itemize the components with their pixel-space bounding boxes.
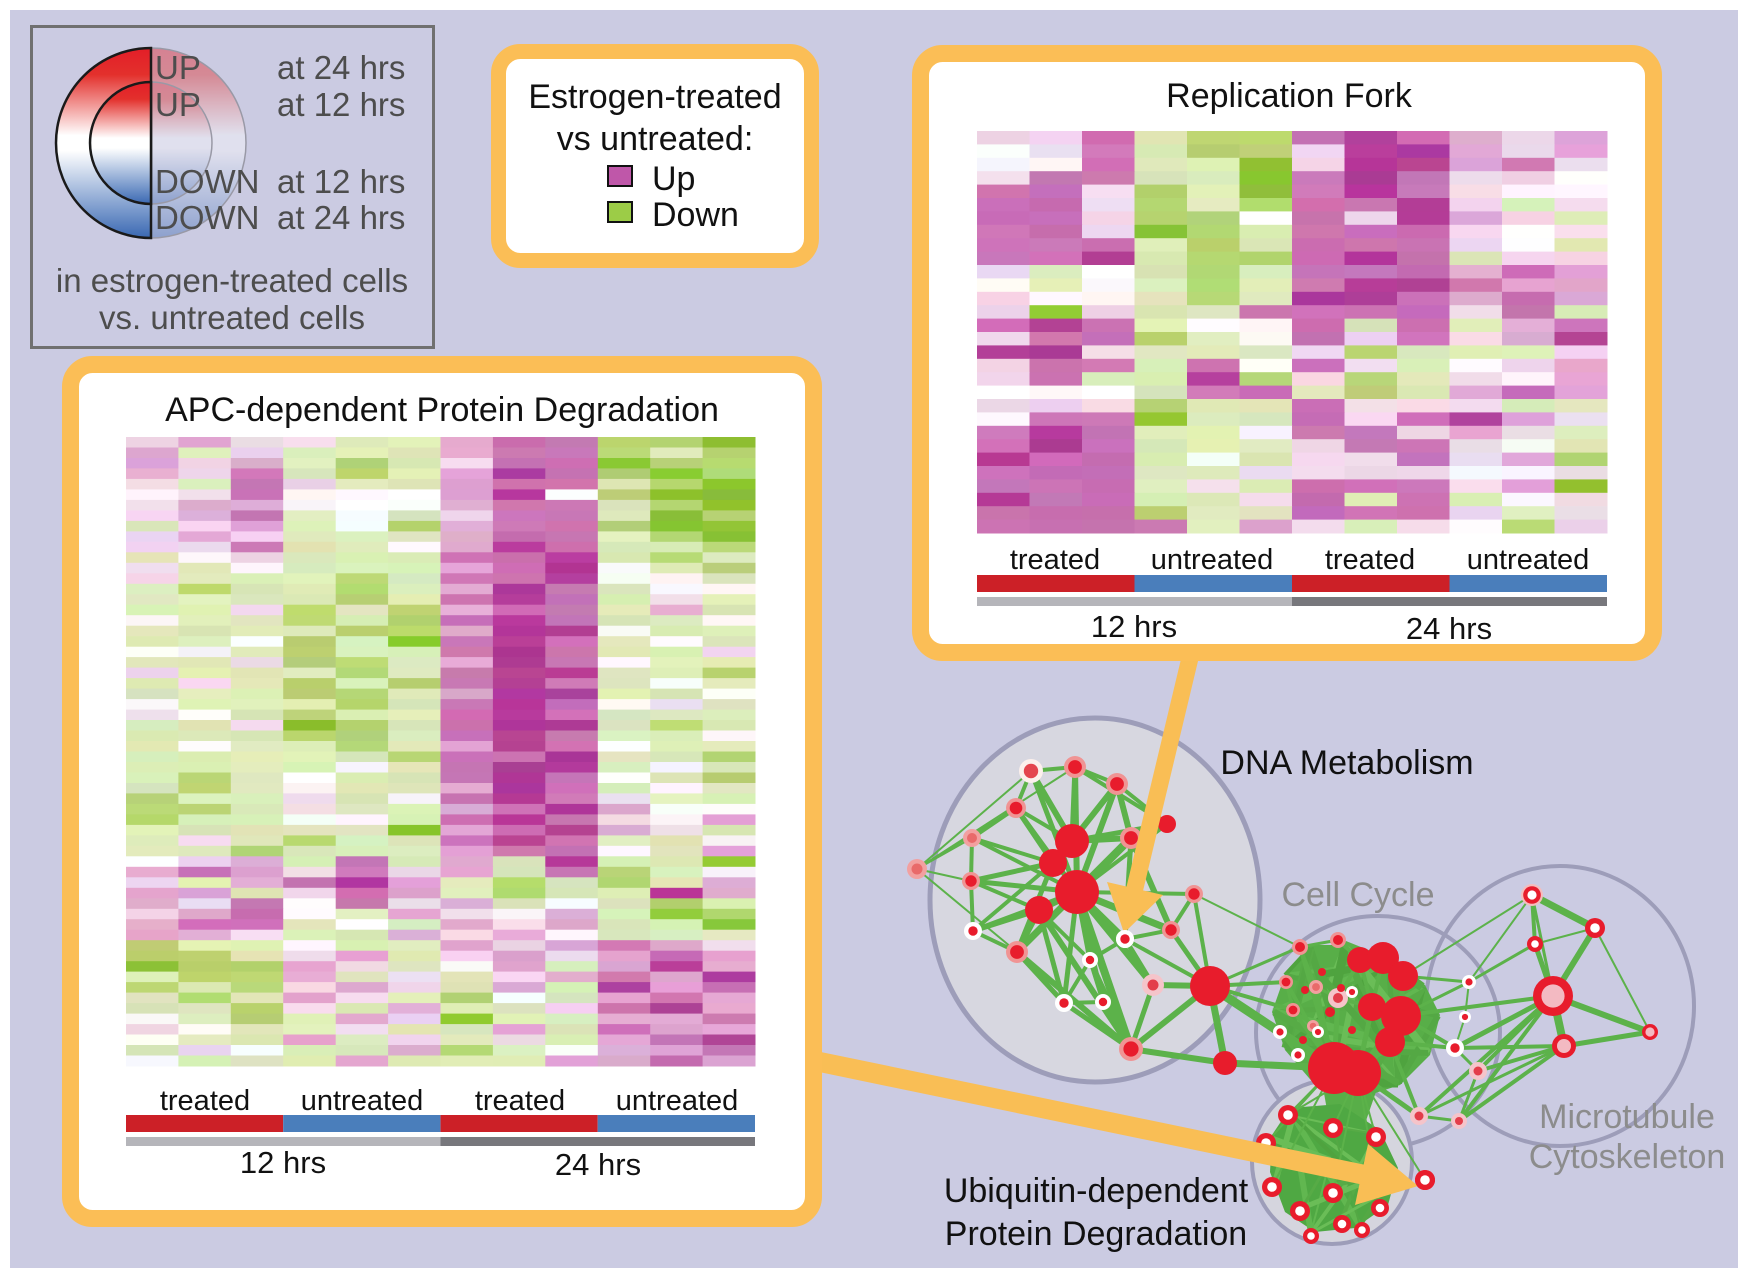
svg-text:untreated: untreated — [1151, 544, 1274, 576]
svg-text:Cytoskeleton: Cytoskeleton — [1529, 1138, 1726, 1176]
svg-text:treated: treated — [1325, 544, 1415, 576]
svg-text:in estrogen-treated cells: in estrogen-treated cells — [56, 262, 408, 299]
svg-text:12 hrs: 12 hrs — [240, 1145, 326, 1180]
svg-text:DOWN: DOWN — [155, 199, 259, 236]
svg-text:UP: UP — [155, 49, 201, 86]
svg-text:vs untreated:: vs untreated: — [557, 120, 754, 158]
svg-text:UP: UP — [155, 86, 201, 123]
svg-text:untreated: untreated — [301, 1085, 424, 1117]
svg-text:APC-dependent Protein Degradat: APC-dependent Protein Degradation — [165, 391, 719, 429]
svg-text:vs. untreated cells: vs. untreated cells — [99, 299, 365, 336]
svg-text:Ubiquitin-dependent: Ubiquitin-dependent — [944, 1172, 1249, 1210]
svg-text:untreated: untreated — [616, 1085, 739, 1117]
svg-text:24 hrs: 24 hrs — [555, 1147, 641, 1182]
svg-text:Cell Cycle: Cell Cycle — [1281, 876, 1434, 914]
svg-text:untreated: untreated — [1467, 544, 1590, 576]
svg-text:treated: treated — [160, 1085, 250, 1117]
svg-text:Protein Degradation: Protein Degradation — [945, 1215, 1247, 1253]
svg-text:Up: Up — [652, 160, 695, 198]
svg-text:12 hrs: 12 hrs — [1091, 609, 1177, 644]
svg-text:DOWN: DOWN — [155, 163, 259, 200]
svg-text:Microtubule: Microtubule — [1539, 1098, 1715, 1136]
svg-text:at 24 hrs: at 24 hrs — [277, 199, 405, 236]
svg-text:treated: treated — [475, 1085, 565, 1117]
svg-text:Replication Fork: Replication Fork — [1166, 77, 1413, 115]
svg-text:Estrogen-treated: Estrogen-treated — [528, 78, 781, 116]
svg-text:24 hrs: 24 hrs — [1406, 611, 1492, 646]
svg-text:DNA Metabolism: DNA Metabolism — [1220, 744, 1473, 782]
svg-text:at 12 hrs: at 12 hrs — [277, 86, 405, 123]
svg-text:treated: treated — [1010, 544, 1100, 576]
svg-text:at 12 hrs: at 12 hrs — [277, 163, 405, 200]
svg-text:Down: Down — [652, 196, 739, 234]
svg-text:at 24 hrs: at 24 hrs — [277, 49, 405, 86]
